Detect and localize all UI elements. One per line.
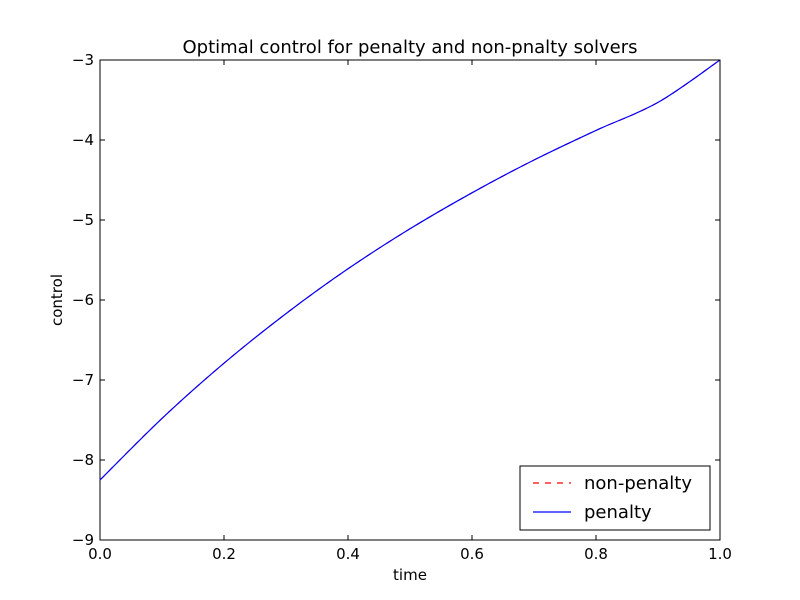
x-tick-label: 1.0	[708, 545, 732, 563]
y-tick-label: −6	[72, 291, 94, 309]
legend-label-penalty: penalty	[584, 502, 652, 523]
series-line-penalty	[99, 59, 721, 481]
y-tick-label: −9	[72, 531, 94, 549]
x-tick-label: 0.2	[212, 545, 236, 563]
x-tick-label: 0.4	[336, 545, 360, 563]
series-layer	[99, 59, 721, 481]
y-tick-label: −8	[72, 451, 94, 469]
legend: non-penalty penalty	[519, 465, 711, 531]
x-tick-label: 0.0	[88, 545, 112, 563]
y-tick-label: −4	[72, 131, 94, 149]
x-axis-label: time	[393, 566, 427, 584]
chart-title: Optimal control for penalty and non-pnal…	[182, 37, 637, 58]
legend-box	[519, 465, 711, 531]
x-tick-label: 0.8	[584, 545, 608, 563]
y-axis-label: control	[48, 274, 66, 326]
ticks-layer: 0.0 0.2 0.4 0.6 0.8 1.0 −9 −8 −7 −6 −5 −4 −3	[72, 51, 732, 563]
y-tick-label: −3	[72, 51, 94, 69]
y-tick-label: −7	[72, 371, 94, 389]
legend-label-non-penalty: non-penalty	[584, 473, 692, 494]
y-tick-label: −5	[72, 211, 94, 229]
plot-frame	[99, 59, 721, 541]
x-tick-label: 0.6	[460, 545, 484, 563]
plot-area: 0.0 0.2 0.4 0.6 0.8 1.0 −9 −8 −7 −6 −5 −4 −3	[72, 51, 732, 563]
